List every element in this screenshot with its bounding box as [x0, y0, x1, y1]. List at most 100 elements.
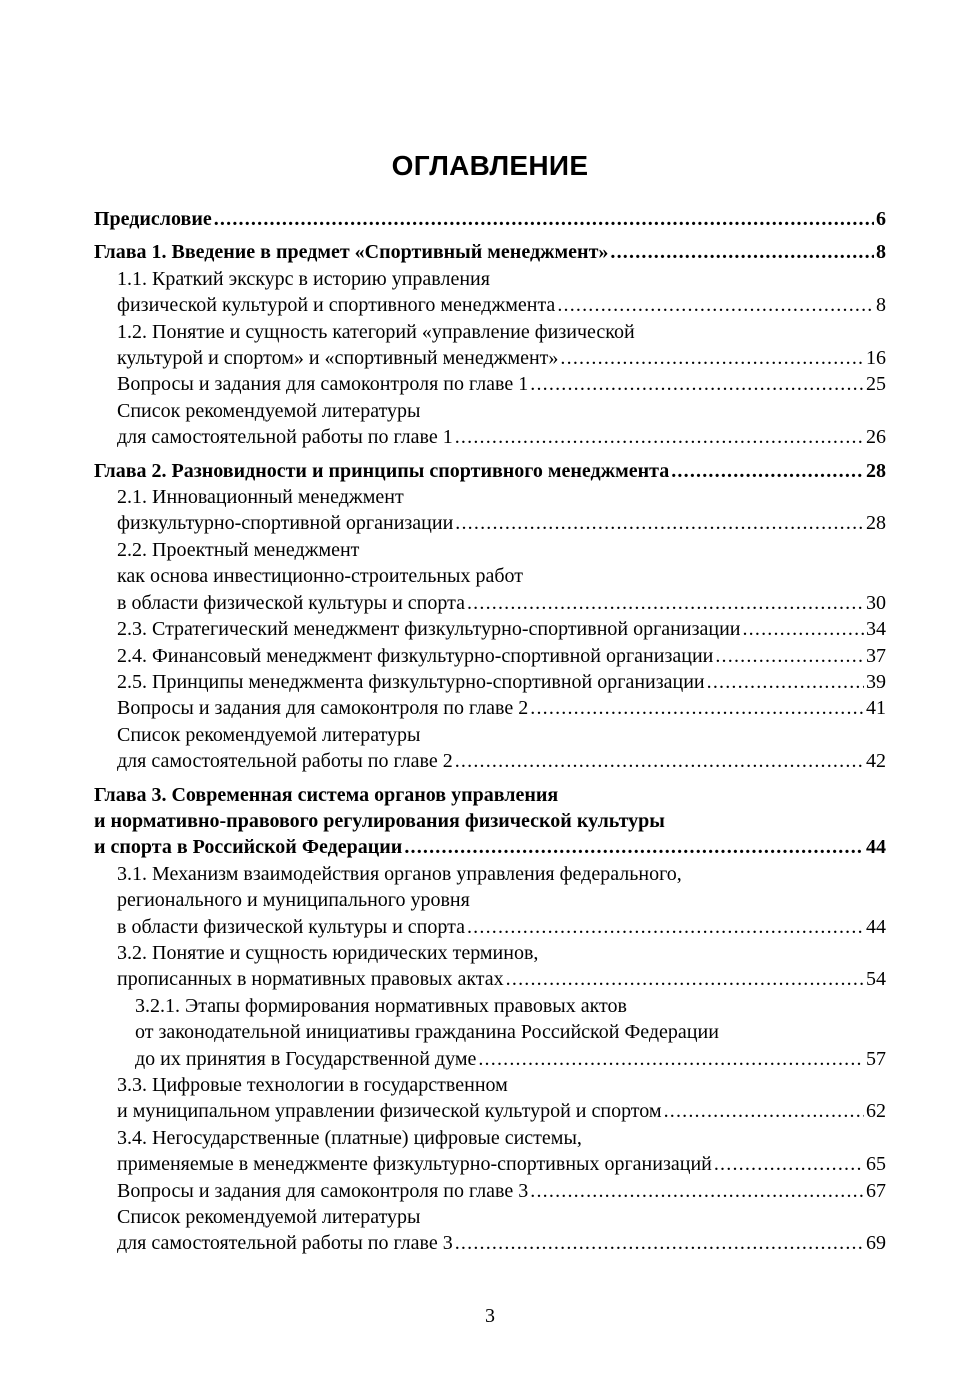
toc-entry-line: 2.3. Стратегический менеджмент физкульту… [117, 616, 886, 642]
dot-leader [455, 510, 864, 536]
toc-page-number: 37 [866, 644, 886, 667]
toc-section-entry[interactable]: 1.1. Краткий экскурс в историю управлени… [94, 266, 886, 319]
toc-entry-line: 3.4. Негосударственные (платные) цифровы… [117, 1125, 886, 1151]
dot-leader [530, 1178, 864, 1204]
toc-entry-title: культурой и спортом» и «спортивный менед… [117, 347, 559, 370]
toc-section-entry[interactable]: 2.4. Финансовый менеджмент физкультурно-… [94, 643, 886, 669]
toc-page-number: 34 [866, 618, 886, 641]
toc-entry-title: 3.1. Механизм взаимодействия органов упр… [117, 862, 682, 885]
toc-chapter-entry[interactable]: Глава 3. Современная система органов упр… [94, 782, 886, 861]
toc-entry-title: для самостоятельной работы по главе 3 [117, 1232, 453, 1255]
dot-leader [530, 371, 864, 397]
toc-section-entry[interactable]: 3.2. Понятие и сущность юридических терм… [94, 940, 886, 993]
toc-page-number: 67 [866, 1179, 886, 1202]
toc-entry-line: прописанных в нормативных правовых актах… [117, 966, 886, 992]
toc-entry-line: как основа инвестиционно-строительных ра… [117, 563, 886, 589]
dot-leader [478, 1046, 864, 1072]
toc-entry-title: физической культурой и спортивного менед… [117, 294, 556, 317]
dot-leader [714, 1151, 864, 1177]
toc-entry-line: и спорта в Российской Федерации 44 [94, 834, 886, 860]
toc-entry-title: регионального и муниципального уровня [117, 889, 470, 912]
toc-section-entry[interactable]: Вопросы и задания для самоконтроля по гл… [94, 371, 886, 397]
toc-page-number: 44 [866, 915, 886, 938]
toc-subsection-entry[interactable]: 3.2.1. Этапы формирования нормативных пр… [94, 993, 886, 1072]
toc-entry-title: Список рекомендуемой литературы [117, 723, 421, 746]
toc-section-entry[interactable]: 2.2. Проектный менеджмент как основа инве… [94, 537, 886, 616]
dot-leader [671, 458, 864, 484]
toc-section-entry[interactable]: 2.5. Принципы менеджмента физкультурно-с… [94, 669, 886, 695]
toc-page-number: 8 [876, 241, 886, 264]
dot-leader [664, 1098, 864, 1124]
toc-section-entry[interactable]: 3.3. Цифровые технологии в государственн… [94, 1072, 886, 1125]
toc-page-number: 25 [866, 373, 886, 396]
toc-section-entry[interactable]: Вопросы и задания для самоконтроля по гл… [94, 1178, 886, 1204]
toc-entry-title: Список рекомендуемой литературы [117, 399, 421, 422]
dot-leader [530, 695, 864, 721]
dot-leader [214, 206, 874, 232]
toc-entry-line: 3.3. Цифровые технологии в государственн… [117, 1072, 886, 1098]
toc-chapter-entry[interactable]: Глава 1. Введение в предмет «Спортивный … [94, 239, 886, 265]
toc-entry-line: физкультурно-спортивной организации 28 [117, 510, 886, 536]
toc-entry-line: физической культурой и спортивного менед… [117, 292, 886, 318]
toc-section-entry[interactable]: 3.4. Негосударственные (платные) цифровы… [94, 1125, 886, 1178]
dot-leader [506, 966, 864, 992]
toc-page-number: 42 [866, 750, 886, 773]
toc-chapter-entry[interactable]: Предисловие 6 [94, 206, 886, 232]
toc-entry-title: 2.2. Проектный менеджмент [117, 538, 360, 561]
toc-entry-line: для самостоятельной работы по главе 1 26 [117, 424, 886, 450]
toc-page-number: 65 [866, 1153, 886, 1176]
toc-section-entry[interactable]: Вопросы и задания для самоконтроля по гл… [94, 695, 886, 721]
toc-entry-title: 2.1. Инновационный менеджмент [117, 486, 404, 509]
page-number: 3 [485, 1305, 495, 1327]
toc-entry-title: и нормативно-правового регулирования физ… [94, 809, 665, 832]
toc-page-number: 44 [866, 836, 886, 859]
toc-entry-title: для самостоятельной работы по главе 1 [117, 426, 453, 449]
toc-entry-line: 2.4. Финансовый менеджмент физкультурно-… [117, 643, 886, 669]
dot-leader [707, 669, 864, 695]
table-of-contents: Предисловие 6 Глава 1. Введение в предмет … [94, 206, 886, 1257]
dot-leader [455, 1230, 864, 1256]
toc-entry-title: в области физической культуры и спорта [117, 591, 465, 614]
toc-section-entry[interactable]: 3.1. Механизм взаимодействия органов упр… [94, 861, 886, 940]
toc-section-entry[interactable]: 2.1. Инновационный менеджмент физкультурн… [94, 484, 886, 537]
dot-leader [455, 424, 864, 450]
toc-entry-title: в области физической культуры и спорта [117, 915, 465, 938]
toc-entry-line: Глава 1. Введение в предмет «Спортивный … [94, 239, 886, 265]
page-title: ОГЛАВЛЕНИЕ [391, 150, 589, 181]
toc-entry-line: 3.2.1. Этапы формирования нормативных пр… [135, 993, 886, 1019]
toc-entry-title: 1.1. Краткий экскурс в историю управлени… [117, 267, 490, 290]
toc-entry-line: и нормативно-правового регулирования физ… [94, 808, 886, 834]
dot-leader [557, 292, 874, 318]
toc-entry-title: 3.2. Понятие и сущность юридических терм… [117, 941, 539, 964]
toc-chapter-entry[interactable]: Глава 2. Разновидности и принципы спорти… [94, 458, 886, 484]
toc-entry-title: 2.3. Стратегический менеджмент физкульту… [117, 618, 741, 641]
toc-section-entry[interactable]: Список рекомендуемой литературы для самос… [94, 1204, 886, 1257]
toc-entry-title: для самостоятельной работы по главе 2 [117, 750, 453, 773]
toc-entry-title: физкультурно-спортивной организации [117, 512, 454, 535]
toc-entry-title: до их принятия в Государственной думе [135, 1047, 477, 1070]
toc-entry-line: от законодательной инициативы гражданина… [135, 1019, 886, 1045]
toc-page-number: 8 [876, 294, 886, 317]
toc-page-number: 6 [876, 208, 886, 230]
toc-entry-line: Список рекомендуемой литературы [117, 398, 886, 424]
toc-page-number: 30 [866, 591, 886, 614]
toc-section-entry[interactable]: 1.2. Понятие и сущность категорий «управ… [94, 319, 886, 372]
toc-entry-line: 3.2. Понятие и сущность юридических терм… [117, 940, 886, 966]
toc-page-number: 28 [866, 459, 886, 482]
toc-entry-title: Глава 2. Разновидности и принципы спорти… [94, 459, 670, 482]
toc-entry-title: 3.4. Негосударственные (платные) цифровы… [117, 1126, 582, 1149]
toc-section-entry[interactable]: Список рекомендуемой литературы для самос… [94, 398, 886, 451]
toc-page-number: 28 [866, 512, 886, 535]
toc-entry-line: 2.2. Проектный менеджмент [117, 537, 886, 563]
toc-entry-title: прописанных в нормативных правовых актах [117, 968, 504, 991]
toc-entry-line: культурой и спортом» и «спортивный менед… [117, 345, 886, 371]
toc-entry-line: до их принятия в Государственной думе 57 [135, 1046, 886, 1072]
dot-leader [467, 914, 864, 940]
toc-entry-line: для самостоятельной работы по главе 2 42 [117, 748, 886, 774]
toc-section-entry[interactable]: 2.3. Стратегический менеджмент физкульту… [94, 616, 886, 642]
toc-entry-title: Предисловие [94, 208, 212, 230]
toc-section-entry[interactable]: Список рекомендуемой литературы для самос… [94, 722, 886, 775]
toc-page-number: 39 [866, 670, 886, 693]
toc-entry-line: Предисловие 6 [94, 206, 886, 232]
toc-entry-line: в области физической культуры и спорта 44 [117, 914, 886, 940]
